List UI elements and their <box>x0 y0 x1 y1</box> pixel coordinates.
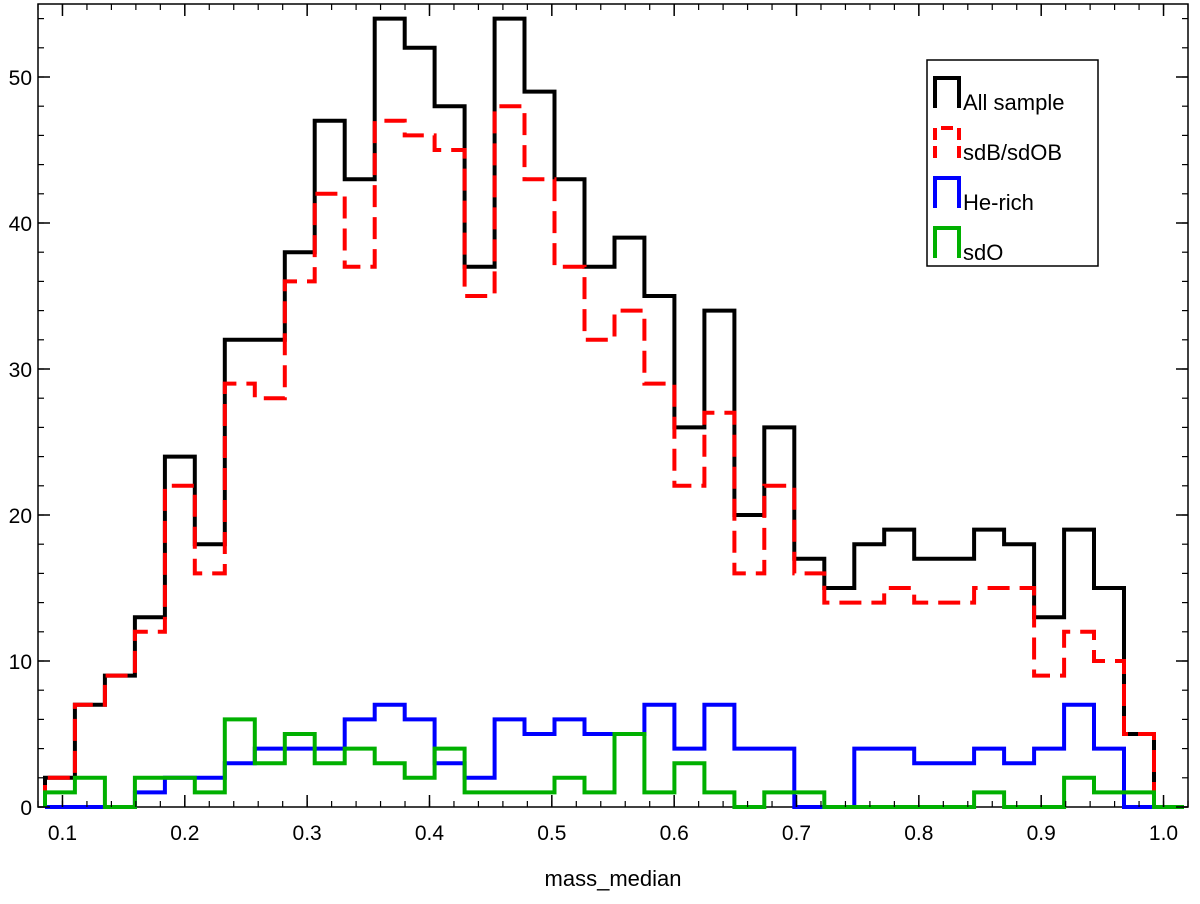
series-line-1 <box>43 104 1184 809</box>
legend-symbol <box>933 126 961 158</box>
legend-label: All sample <box>963 90 1064 115</box>
series-line-3 <box>43 717 1184 809</box>
x-tick-label: 0.9 <box>1027 822 1056 845</box>
legend-label: sdO <box>963 240 1003 265</box>
legend-items: All sample sdB/sdOB He-rich sdO <box>933 76 1064 265</box>
y-tick-label: 20 <box>9 505 32 528</box>
x-axis-title: mass_median <box>545 866 682 891</box>
legend-symbol <box>933 176 961 208</box>
x-tick-label: 0.3 <box>293 822 322 845</box>
legend-box <box>926 59 1099 267</box>
legend: All sample sdB/sdOB He-rich sdO <box>926 59 1099 267</box>
plot-frame <box>37 3 1189 808</box>
y-tick-label: 30 <box>9 359 32 382</box>
x-tick-label: 0.2 <box>170 822 199 845</box>
y-tick-label: 50 <box>9 67 32 90</box>
legend-symbol <box>933 76 961 108</box>
legend-label: sdB/sdOB <box>963 140 1062 165</box>
x-tick-label: 1.0 <box>1149 822 1178 845</box>
x-tick-label: 0.1 <box>48 822 77 845</box>
y-tick-label: 0 <box>20 797 32 820</box>
x-tick-label: 0.5 <box>537 822 566 845</box>
x-axis-ticks: 0.1 0.2 0.3 0.4 0.5 0.6 0.7 0.8 0.9 1.0 <box>37 4 1189 845</box>
y-tick-label: 10 <box>9 651 32 674</box>
x-tick-label: 0.7 <box>782 822 811 845</box>
legend-label: He-rich <box>963 190 1034 215</box>
y-axis-ticks: 0 10 20 30 40 50 <box>9 18 1188 820</box>
x-tick-label: 0.8 <box>904 822 933 845</box>
x-tick-label: 0.4 <box>415 822 445 845</box>
legend-symbol <box>933 226 961 258</box>
series-layer <box>43 16 1184 809</box>
y-tick-label: 40 <box>9 213 32 236</box>
x-tick-label: 0.6 <box>660 822 689 845</box>
